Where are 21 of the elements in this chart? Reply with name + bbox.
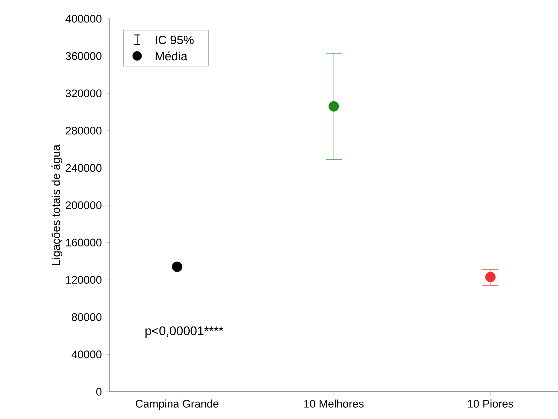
- annotation: p<0,00001****: [146, 326, 224, 338]
- y-tick-label: 280000: [66, 127, 102, 135]
- y-tick-label: 200000: [66, 202, 102, 210]
- point: [172, 262, 183, 272]
- x-tick-label: Campina Grande: [136, 400, 219, 410]
- y-tick-label: 400000: [66, 15, 102, 23]
- y-tick-label: 160000: [66, 238, 102, 247]
- y-tick-label: 40000: [72, 350, 102, 359]
- y-tick-label: 320000: [66, 90, 102, 98]
- legend-label: Média: [156, 52, 188, 61]
- y-tick-label: 240000: [66, 164, 102, 172]
- y-axis-title: Ligações totais de água: [52, 144, 63, 266]
- y-tick-label: 360000: [66, 52, 102, 60]
- x-tick-label: 10 Melhores: [304, 400, 364, 408]
- y-tick-label: 0: [96, 388, 102, 396]
- point: [328, 101, 340, 112]
- annotation: IC 95%: [156, 36, 194, 44]
- x-tick-label: 10 Piores: [468, 400, 514, 408]
- point: [485, 272, 496, 282]
- y-tick-label: 80000: [72, 314, 102, 322]
- y-tick-label: 120000: [66, 276, 102, 284]
